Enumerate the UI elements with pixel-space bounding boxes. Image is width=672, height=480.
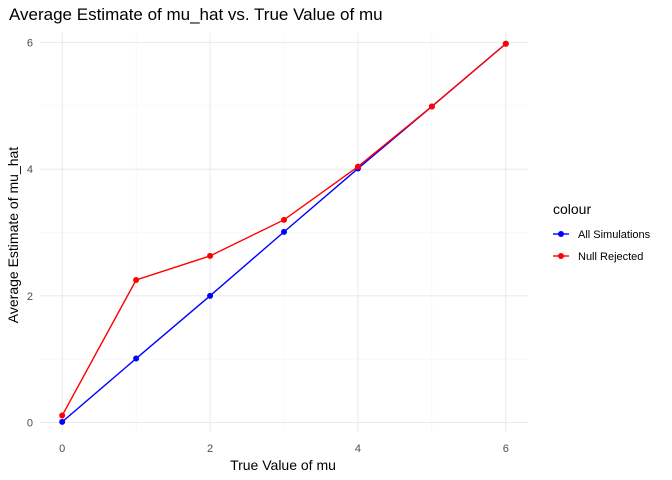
x-tick-label: 4 [355, 443, 361, 455]
chart-title: Average Estimate of mu_hat vs. True Valu… [9, 5, 383, 24]
series-layer [59, 40, 509, 425]
data-point [281, 216, 287, 223]
data-point [502, 40, 509, 47]
data-point [428, 103, 435, 110]
y-axis-title: Average Estimate of mu_hat [5, 147, 21, 324]
x-tick-label: 2 [207, 443, 213, 455]
legend-key-point [558, 253, 564, 259]
x-tick-label: 6 [503, 443, 509, 455]
x-axis-ticks: 0 2 4 6 [59, 443, 509, 455]
y-axis-ticks: 0 2 4 6 [27, 38, 33, 430]
y-tick-label: 0 [27, 418, 33, 430]
y-tick-label: 4 [27, 164, 33, 176]
legend-label: Null Rejected [578, 251, 643, 263]
data-point [354, 163, 361, 170]
data-point [133, 277, 140, 283]
data-point [207, 252, 214, 259]
legend-title: colour [553, 201, 591, 217]
data-point [59, 412, 66, 419]
data-point [133, 355, 140, 362]
data-point [281, 228, 287, 235]
x-tick-label: 0 [59, 443, 65, 455]
y-tick-label: 6 [27, 38, 33, 50]
legend: colour All Simulations Null Rejected [553, 201, 651, 263]
x-axis-title: True Value of mu [230, 457, 336, 473]
legend-label: All Simulations [578, 229, 651, 241]
data-point [207, 292, 214, 299]
legend-key-point [558, 231, 564, 237]
data-point [59, 418, 66, 425]
y-tick-label: 2 [27, 291, 33, 303]
